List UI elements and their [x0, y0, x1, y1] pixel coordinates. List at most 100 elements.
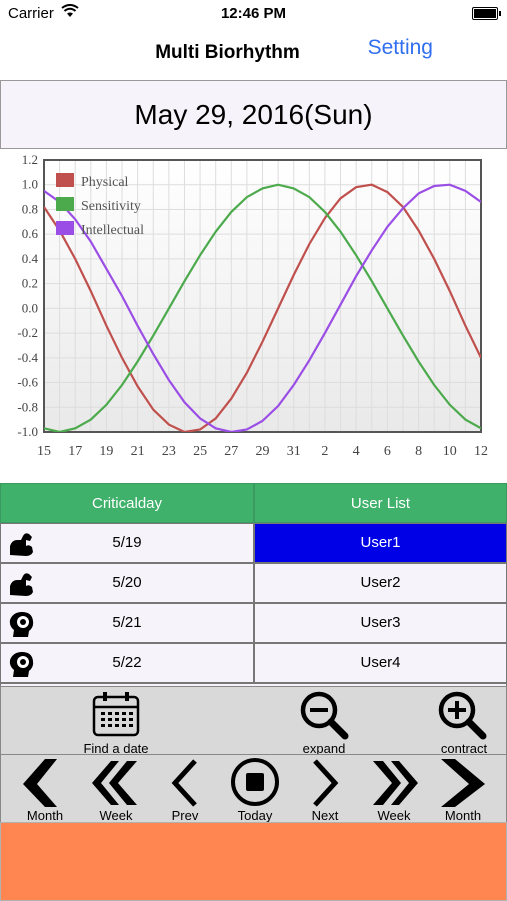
- x-tick-label: 2: [321, 444, 328, 459]
- next-month-icon: [441, 759, 485, 807]
- carrier-label: Carrier: [8, 5, 54, 22]
- next-button[interactable]: Next: [301, 757, 349, 823]
- find-date-button[interactable]: Find a date: [81, 689, 151, 756]
- setting-button[interactable]: Setting: [367, 36, 433, 59]
- y-tick-label: 0.8: [22, 201, 38, 216]
- legend-label-intellectual: Intellectual: [81, 223, 144, 238]
- x-tick-label: 10: [443, 444, 457, 459]
- double-chevron-right-icon: [373, 761, 418, 805]
- user-name: User1: [360, 534, 401, 551]
- critical-day-row[interactable]: 5/22: [0, 643, 254, 683]
- prev-month-icon: [23, 759, 57, 807]
- chevron-left-icon: [171, 759, 197, 807]
- legend-swatch-physical: [56, 173, 74, 187]
- critical-day-date: 5/20: [112, 574, 142, 591]
- prev-button[interactable]: Prev: [161, 757, 209, 823]
- criticalday-header: Criticalday: [0, 483, 254, 523]
- stop-circle-icon: [231, 758, 279, 806]
- y-tick-label: 0.6: [22, 226, 39, 241]
- zoom-out-icon: [300, 691, 349, 740]
- user-name: User4: [360, 654, 401, 671]
- expand-button[interactable]: expand: [289, 689, 359, 756]
- y-tick-label: 0.0: [22, 300, 38, 315]
- critical-day-row[interactable]: 5/19: [0, 523, 254, 563]
- today-label: Today: [237, 808, 273, 823]
- expand-label: expand: [302, 741, 346, 756]
- user-list-item[interactable]: User1: [254, 523, 507, 563]
- x-tick-label: 4: [353, 444, 360, 459]
- y-tick-label: 1.2: [22, 152, 38, 167]
- tool-bar-top: Find a date expand contract: [0, 686, 507, 756]
- x-tick-label: 21: [131, 444, 145, 459]
- legend-swatch-sensitivity: [56, 197, 74, 211]
- x-tick-label: 17: [68, 444, 82, 459]
- legend-swatch-intellectual: [56, 221, 74, 235]
- series-line-sensitivity: [44, 183, 481, 432]
- user-name: User2: [360, 574, 401, 591]
- x-tick-label: 31: [287, 444, 301, 459]
- zoom-in-icon: [438, 691, 487, 740]
- prev-month-label: Month: [26, 808, 64, 823]
- x-tick-label: 6: [384, 444, 391, 459]
- critical-day-date: 5/22: [112, 654, 142, 671]
- y-tick-label: 0.2: [22, 276, 38, 291]
- user-list-header: User List: [254, 483, 507, 523]
- plot-border: [43, 159, 482, 433]
- y-tick-label: -1.0: [17, 424, 38, 439]
- battery-icon: [472, 7, 501, 20]
- x-tick-label: 29: [256, 444, 270, 459]
- tool-bar-nav: Month Week Prev Today Next Week: [0, 754, 507, 824]
- critical-day-row[interactable]: 5/21: [0, 603, 254, 643]
- prev-month-button[interactable]: Month: [15, 757, 75, 823]
- head-icon: [9, 652, 34, 677]
- x-tick-label: 15: [37, 444, 51, 459]
- double-chevron-left-icon: [92, 761, 137, 805]
- today-button[interactable]: Today: [227, 757, 283, 823]
- critical-day-date: 5/19: [112, 534, 142, 551]
- page-title: Multi Biorhythm: [155, 42, 300, 63]
- arm-icon: [10, 573, 33, 596]
- series-line-intellectual: [44, 183, 481, 432]
- critical-day-date: 5/21: [112, 614, 142, 631]
- user-list-item[interactable]: User2: [254, 563, 507, 603]
- x-tick-label: 23: [162, 444, 176, 459]
- y-tick-label: -0.2: [17, 325, 38, 340]
- next-label: Next: [311, 808, 339, 823]
- y-tick-label: -0.4: [17, 350, 38, 365]
- y-tick-label: 1.0: [22, 177, 38, 192]
- critical-day-row[interactable]: 5/20: [0, 563, 254, 603]
- next-week-label: Week: [377, 808, 411, 823]
- y-tick-label: 0.4: [22, 251, 39, 266]
- date-display[interactable]: May 29, 2016(Sun): [0, 80, 507, 149]
- user-name: User3: [360, 614, 401, 631]
- wifi-icon: [61, 4, 79, 17]
- legend-label-sensitivity: Sensitivity: [81, 199, 141, 214]
- prev-label: Prev: [171, 808, 199, 823]
- x-tick-label: 8: [415, 444, 422, 459]
- head-icon: [9, 612, 34, 637]
- x-tick-label: 27: [224, 444, 238, 459]
- y-tick-label: -0.8: [17, 399, 38, 414]
- x-tick-label: 19: [99, 444, 113, 459]
- clock: 12:46 PM: [220, 5, 287, 22]
- user-list-item[interactable]: User4: [254, 643, 507, 683]
- ad-banner-area: [0, 822, 507, 901]
- next-month-button[interactable]: Month: [433, 757, 493, 823]
- next-month-label: Month: [444, 808, 482, 823]
- calendar-icon: [92, 692, 140, 737]
- navigation-bar: Multi Biorhythm Setting: [0, 28, 507, 78]
- x-tick-label: 12: [474, 444, 488, 459]
- status-bar: Carrier 12:46 PM: [0, 0, 507, 28]
- chart-svg: 1.2 1.0 0.8 0.6 0.4 0.2 0.0 -0.2 -0.4 -0.6 -0.8 -1.…: [17, 152, 488, 459]
- prev-week-button[interactable]: Week: [87, 757, 145, 823]
- next-week-button[interactable]: Week: [365, 757, 423, 823]
- find-date-label: Find a date: [83, 741, 149, 756]
- prev-week-label: Week: [99, 808, 133, 823]
- legend-label-physical: Physical: [81, 175, 129, 190]
- biorhythm-chart: 1.2 1.0 0.8 0.6 0.4 0.2 0.0 -0.2 -0.4 -0.6 -0.8 -1.…: [0, 150, 507, 460]
- y-tick-label: -0.6: [17, 375, 38, 390]
- user-list-item[interactable]: User3: [254, 603, 507, 643]
- chevron-right-icon: [313, 759, 339, 807]
- contract-button[interactable]: contract: [427, 689, 501, 756]
- x-tick-label: 25: [193, 444, 207, 459]
